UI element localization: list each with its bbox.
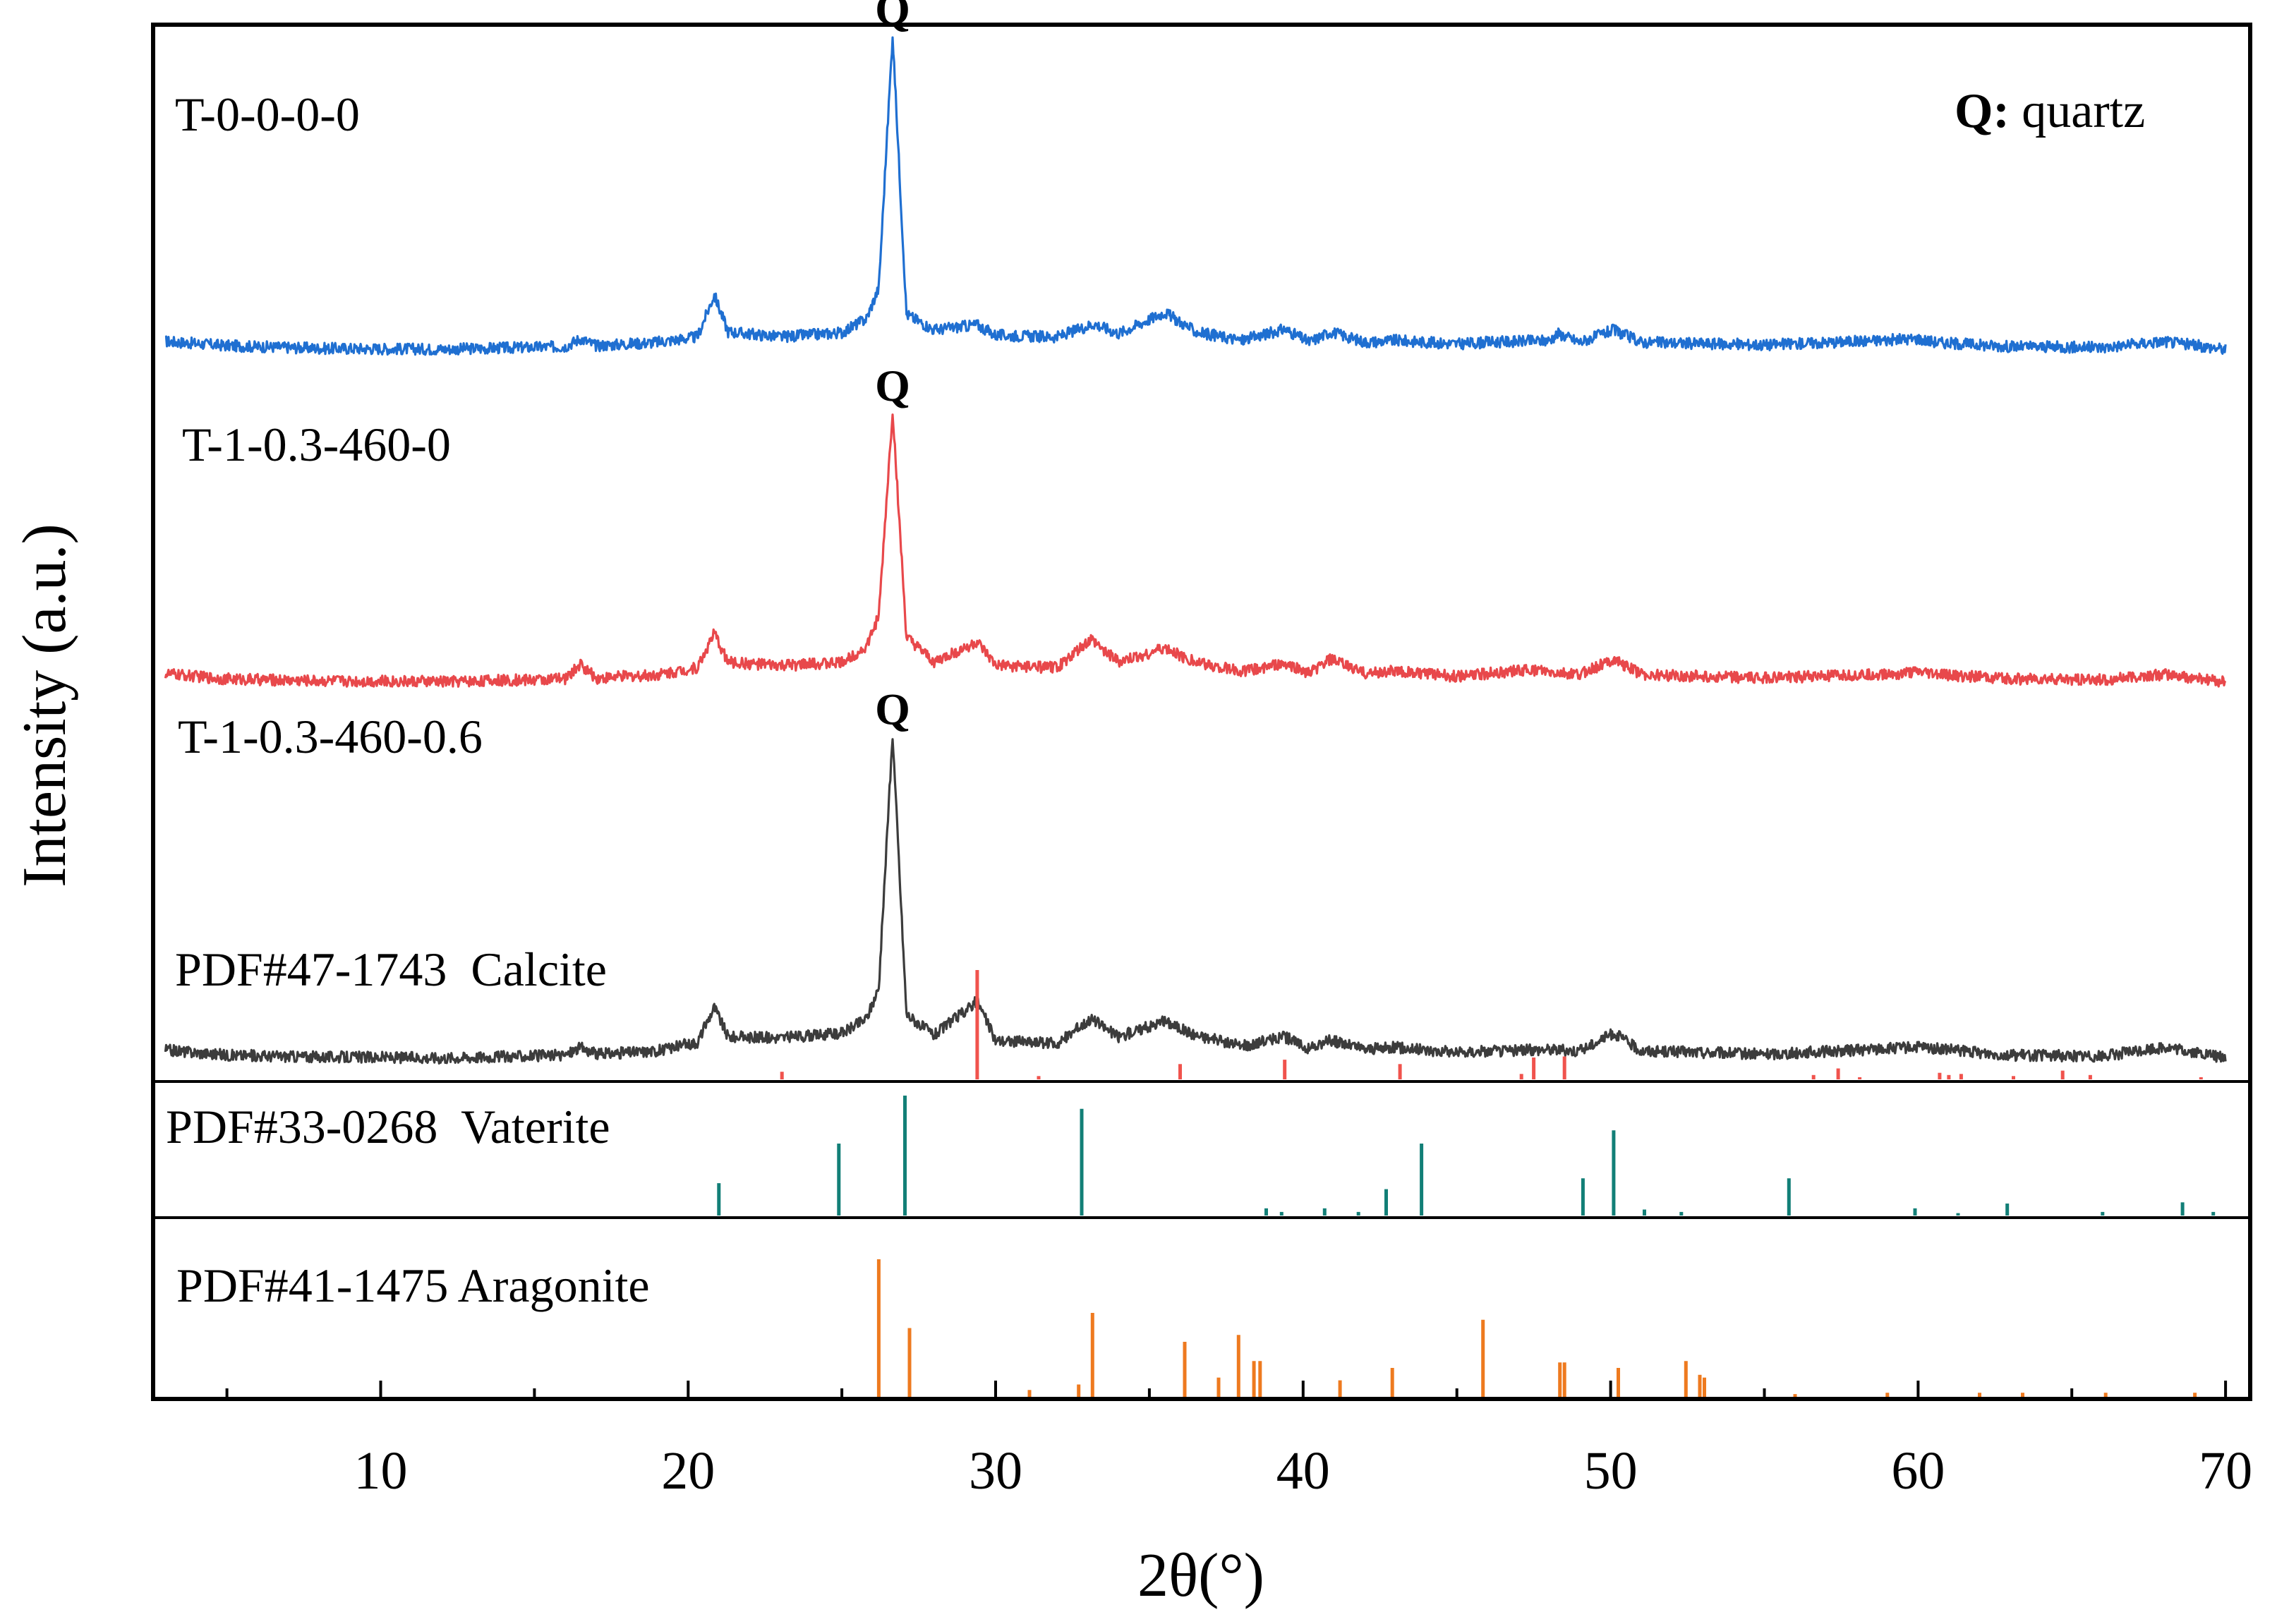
- x-tick-label-60: 60: [1891, 1441, 1945, 1501]
- series-label-2: T-1-0.3-460-0: [182, 418, 451, 471]
- x-tick-label-50: 50: [1584, 1441, 1638, 1501]
- reference-patterns: [717, 970, 2216, 1397]
- x-tick-label-10: 10: [354, 1441, 408, 1501]
- series-line-2: [164, 413, 2227, 688]
- series-line-3: [164, 738, 2227, 1065]
- calcite-label: PDF#47-1743 Calcite: [175, 943, 607, 996]
- x-tick-label-20: 20: [661, 1441, 715, 1501]
- series-line-1: [164, 36, 2227, 356]
- quartz-legend: Q: quartz: [1955, 84, 2145, 138]
- x-axis-title: 2θ(°): [1137, 1541, 1264, 1610]
- peak-label-1-1: Q: [875, 0, 910, 35]
- x-tick-label-70: 70: [2199, 1441, 2252, 1501]
- aragonite-label: PDF#41-1475 Aragonite: [176, 1259, 650, 1312]
- vaterite-label: PDF#33-0268 Vaterite: [166, 1100, 610, 1153]
- quartz-legend-symbol: Q:: [1955, 84, 2010, 138]
- series-label-3: T-1-0.3-460-0.6: [178, 710, 483, 763]
- series-label-1: T-0-0-0-0: [175, 87, 360, 141]
- peak-label-2-1: Q: [875, 360, 910, 411]
- x-tick-label-30: 30: [969, 1441, 1022, 1501]
- plot-frame: [151, 23, 2252, 1401]
- peak-label-3-1: Q: [875, 684, 910, 734]
- xrd-series: Q Q Q: [164, 0, 2227, 1065]
- x-axis: 10 20 30 40 50 60 70: [225, 1381, 2252, 1501]
- y-axis-title: Intensity (a.u.): [11, 523, 79, 887]
- quartz-legend-text: quartz: [2010, 84, 2145, 138]
- x-tick-label-40: 40: [1276, 1441, 1330, 1501]
